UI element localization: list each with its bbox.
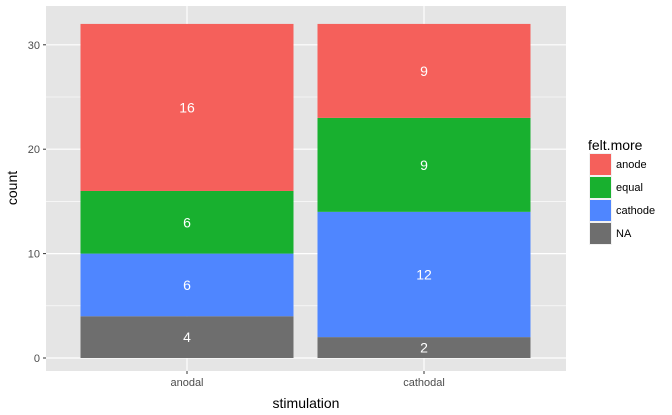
x-axis-title: stimulation bbox=[273, 395, 340, 411]
bar-value-label: 4 bbox=[183, 329, 191, 345]
legend-swatch bbox=[590, 223, 611, 244]
y-tick-label: 10 bbox=[28, 249, 40, 261]
legend-label: NA bbox=[616, 228, 632, 240]
legend-label: equal bbox=[616, 182, 643, 194]
bar-value-label: 16 bbox=[179, 99, 195, 115]
legend-swatch bbox=[590, 154, 611, 175]
y-tick-label: 0 bbox=[34, 353, 40, 365]
x-tick-label: anodal bbox=[170, 377, 203, 389]
legend-swatch bbox=[590, 200, 611, 221]
legend-title: felt.more bbox=[588, 137, 643, 153]
x-tick-label: cathodal bbox=[403, 377, 445, 389]
y-tick-label: 30 bbox=[28, 40, 40, 52]
bar-value-label: 6 bbox=[183, 214, 191, 230]
legend-swatch bbox=[590, 177, 611, 198]
bar-value-label: 2 bbox=[420, 340, 428, 356]
legend-label: anode bbox=[616, 159, 647, 171]
y-tick-label: 20 bbox=[28, 144, 40, 156]
legend-label: cathode bbox=[616, 205, 655, 217]
legend: felt.more anode equal cathode NA bbox=[588, 137, 655, 245]
bar-value-label: 6 bbox=[183, 277, 191, 293]
bar-value-label: 12 bbox=[416, 266, 432, 282]
y-axis-title: count bbox=[4, 171, 20, 205]
bar-value-label: 9 bbox=[420, 157, 428, 173]
bar-value-label: 9 bbox=[420, 63, 428, 79]
